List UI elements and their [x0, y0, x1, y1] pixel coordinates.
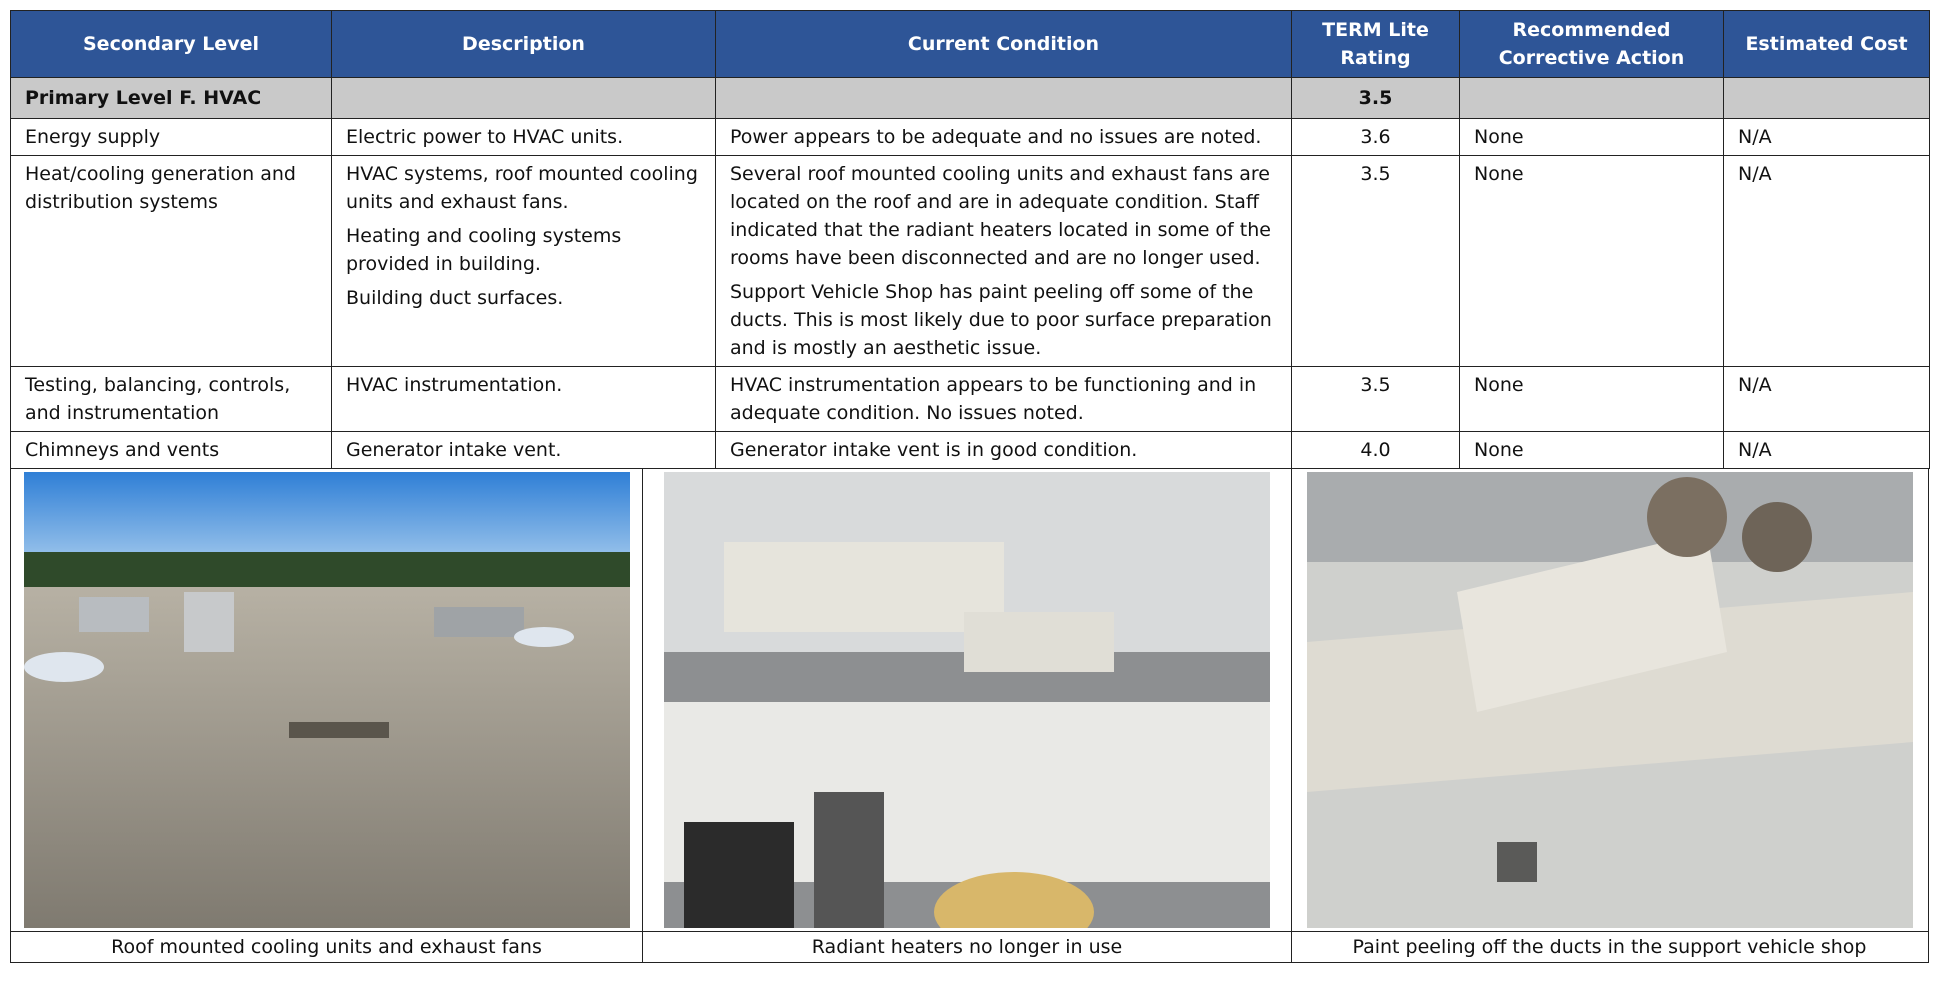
photo-ducts — [1306, 472, 1913, 928]
estimated-cost: N/A — [1723, 366, 1930, 432]
column-header: Current Condition — [715, 10, 1292, 78]
empty-cell — [1459, 77, 1724, 119]
table-row: Testing, balancing, controls, and instru… — [10, 366, 1930, 432]
secondary-level: Testing, balancing, controls, and instru… — [10, 366, 332, 432]
description-text: Heating and cooling systems provided in … — [346, 225, 622, 275]
photo-cell — [11, 469, 643, 931]
condition-text: Support Vehicle Shop has paint peeling o… — [730, 281, 1272, 359]
corrective-action: None — [1459, 118, 1724, 156]
photo-shop — [664, 472, 1270, 928]
estimated-cost: N/A — [1723, 431, 1930, 469]
caption-row: Roof mounted cooling units and exhaust f… — [10, 931, 1929, 963]
column-header: Secondary Level — [10, 10, 332, 78]
condition-cell: Several roof mounted cooling units and e… — [715, 155, 1292, 367]
secondary-level: Energy supply — [10, 118, 332, 156]
photo-roof — [23, 472, 630, 928]
report: Secondary Level Description Current Condit… — [10, 10, 1930, 963]
condition-cell: Power appears to be adequate and no issu… — [715, 118, 1292, 156]
condition-text: Several roof mounted cooling units and e… — [730, 163, 1271, 269]
description-text: Generator intake vent. — [346, 439, 562, 461]
column-header: Description — [331, 10, 716, 78]
description-cell: HVAC systems, roof mounted cooling units… — [331, 155, 716, 367]
condition-text: Generator intake vent is in good conditi… — [730, 439, 1138, 461]
secondary-level: Chimneys and vents — [10, 431, 332, 469]
table-row: Heat/cooling generation and distribution… — [10, 155, 1930, 367]
condition-cell: HVAC instrumentation appears to be funct… — [715, 366, 1292, 432]
primary-label: Primary Level F. HVAC — [10, 77, 332, 119]
description-cell: Electric power to HVAC units. — [331, 118, 716, 156]
column-header: Estimated Cost — [1723, 10, 1930, 78]
photo-cell — [1292, 469, 1927, 931]
description-cell: Generator intake vent. — [331, 431, 716, 469]
photo-caption: Radiant heaters no longer in use — [643, 932, 1292, 962]
description-text: Building duct surfaces. — [346, 287, 564, 309]
secondary-level: Heat/cooling generation and distribution… — [10, 155, 332, 367]
empty-cell — [1723, 77, 1930, 119]
photo-caption: Roof mounted cooling units and exhaust f… — [11, 932, 643, 962]
estimated-cost: N/A — [1723, 155, 1930, 367]
description-text: Electric power to HVAC units. — [346, 126, 624, 148]
corrective-action: None — [1459, 366, 1724, 432]
empty-cell — [331, 77, 716, 119]
primary-rating: 3.5 — [1291, 77, 1460, 119]
table-row: Chimneys and vents Generator intake vent.… — [10, 431, 1930, 469]
empty-cell — [715, 77, 1292, 119]
column-header: Recommended Corrective Action — [1459, 10, 1724, 78]
table-row: Energy supply Electric power to HVAC unit… — [10, 118, 1930, 156]
estimated-cost: N/A — [1723, 118, 1930, 156]
photo-row — [10, 469, 1929, 931]
header-row: Secondary Level Description Current Condit… — [10, 10, 1930, 78]
description-text: HVAC instrumentation. — [346, 374, 563, 396]
photo-cell — [643, 469, 1292, 931]
primary-row: Primary Level F. HVAC 3.5 — [10, 77, 1930, 119]
rating: 3.6 — [1291, 118, 1460, 156]
hvac-table: Secondary Level Description Current Condit… — [10, 10, 1930, 469]
rating: 4.0 — [1291, 431, 1460, 469]
rating: 3.5 — [1291, 155, 1460, 367]
corrective-action: None — [1459, 155, 1724, 367]
rating: 3.5 — [1291, 366, 1460, 432]
condition-text: HVAC instrumentation appears to be funct… — [730, 374, 1257, 424]
description-cell: HVAC instrumentation. — [331, 366, 716, 432]
condition-text: Power appears to be adequate and no issu… — [730, 126, 1262, 148]
condition-cell: Generator intake vent is in good conditi… — [715, 431, 1292, 469]
column-header: TERM Lite Rating — [1291, 10, 1460, 78]
description-text: HVAC systems, roof mounted cooling units… — [346, 163, 698, 213]
photo-caption: Paint peeling off the ducts in the suppo… — [1352, 936, 1867, 958]
corrective-action: None — [1459, 431, 1724, 469]
